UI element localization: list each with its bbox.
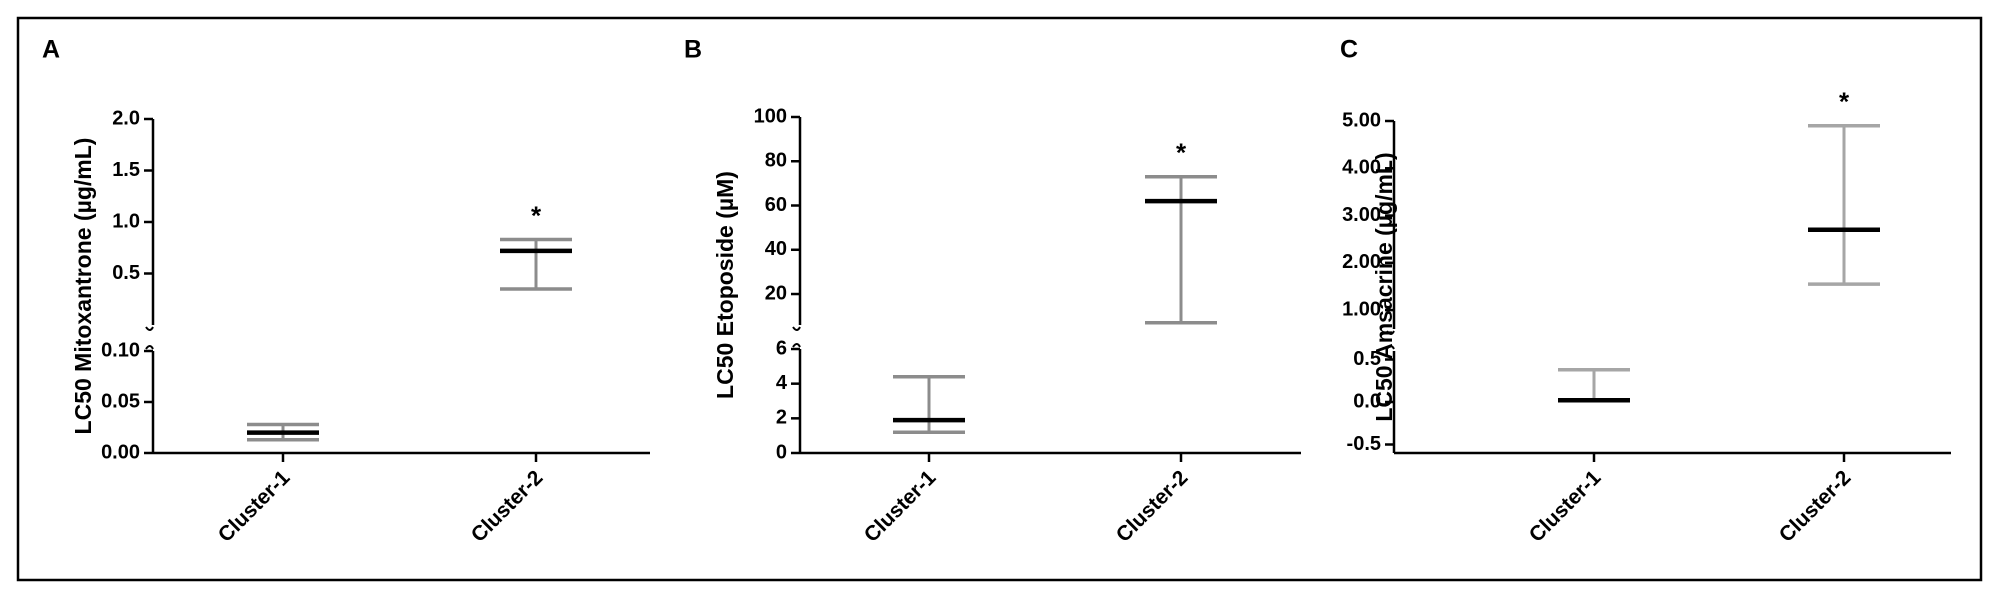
y-tick-label: 40 xyxy=(765,238,787,260)
y-tick-label: 80 xyxy=(765,150,787,172)
y-tick-label: 1.00 xyxy=(1342,298,1381,320)
significance-mark: * xyxy=(531,200,542,230)
y-tick-label: 0.5 xyxy=(112,262,140,284)
significance-mark: * xyxy=(1839,87,1850,117)
y-tick-label: 2.00 xyxy=(1342,251,1381,273)
y-axis-title: LC50 Etoposide (µM) xyxy=(712,171,738,399)
y-tick-label: 0.5 xyxy=(1353,348,1381,370)
axis-break xyxy=(145,326,154,331)
y-tick-label: 0.10 xyxy=(101,339,140,361)
y-tick-label: 4.00 xyxy=(1342,157,1381,179)
y-tick-label: 20 xyxy=(765,282,787,304)
y-tick-label: 0.05 xyxy=(101,390,140,412)
y-axis-title: LC50 Amsacrine (µg/mL) xyxy=(1371,152,1397,421)
y-tick-label: 5.00 xyxy=(1342,109,1381,131)
axis-break xyxy=(145,345,154,350)
x-tick-label: Cluster-1 xyxy=(214,466,295,547)
axis-break xyxy=(792,326,801,331)
y-tick-label: 3.00 xyxy=(1342,204,1381,226)
y-tick-label: 60 xyxy=(765,194,787,216)
y-tick-label: 6 xyxy=(776,337,787,359)
x-tick-label: Cluster-2 xyxy=(467,466,548,547)
frame xyxy=(16,16,1983,582)
y-axis-title: LC50 Mitoxantrone (µg/mL) xyxy=(70,138,96,435)
panel-letter: C xyxy=(1340,36,1358,64)
axis-break xyxy=(1386,345,1395,350)
panel-letter: A xyxy=(42,36,60,64)
x-tick-label: Cluster-1 xyxy=(860,466,941,547)
significance-mark: * xyxy=(1176,138,1187,168)
y-tick-label: 100 xyxy=(754,105,787,127)
x-tick-label: Cluster-2 xyxy=(1775,466,1856,547)
y-tick-label: -0.5 xyxy=(1347,433,1381,455)
y-tick-label: 1.5 xyxy=(112,159,140,181)
y-tick-label: 2.0 xyxy=(112,107,140,129)
y-tick-label: 1.0 xyxy=(112,210,140,232)
y-tick-label: 0.0 xyxy=(1353,390,1381,412)
y-tick-label: 0 xyxy=(776,441,787,463)
y-tick-label: 4 xyxy=(776,372,788,394)
panel-letter: B xyxy=(684,36,702,64)
axis-break xyxy=(1386,330,1395,335)
y-tick-label: 0.00 xyxy=(101,441,140,463)
axis-break xyxy=(792,343,801,348)
y-tick-label: 2 xyxy=(776,407,787,429)
x-tick-label: Cluster-2 xyxy=(1112,466,1193,547)
x-tick-label: Cluster-1 xyxy=(1525,466,1606,547)
